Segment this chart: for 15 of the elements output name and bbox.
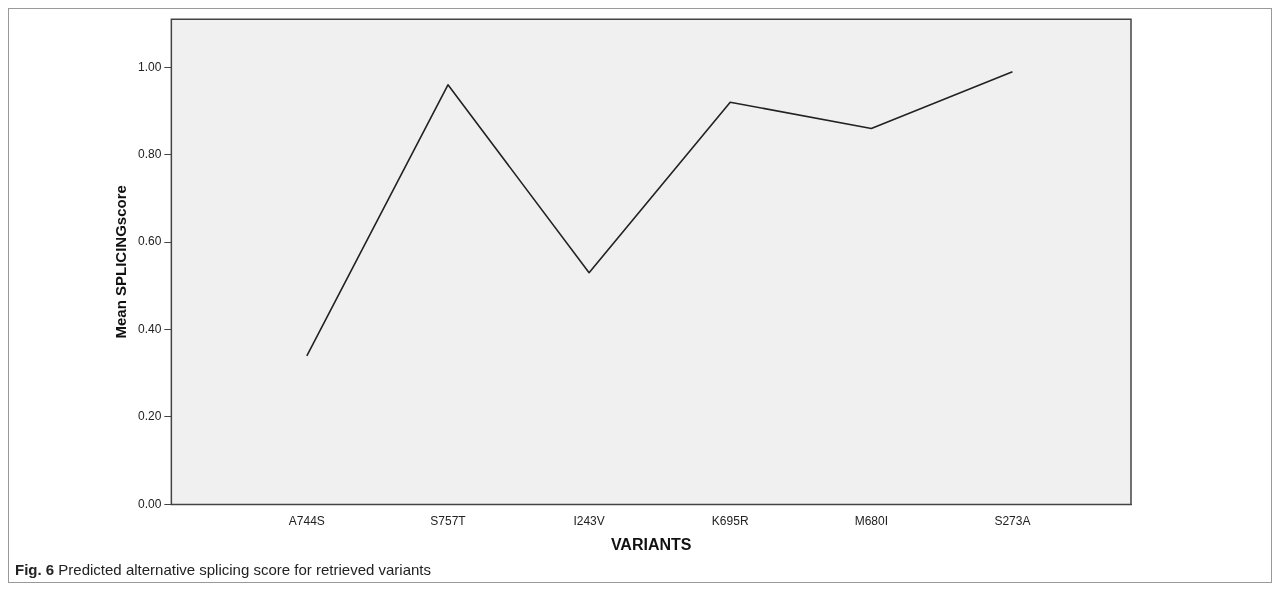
x-axis-title: VARIANTS bbox=[610, 535, 692, 553]
y-tick-label: 0.20 bbox=[138, 409, 162, 424]
y-tick-label: 0.80 bbox=[138, 147, 162, 162]
x-tick-label: S273A bbox=[994, 513, 1031, 528]
x-tick-label: M680I bbox=[854, 513, 889, 528]
y-axis-title: Mean SPLICINGscore bbox=[112, 185, 130, 339]
y-tick-label: 1.00 bbox=[138, 59, 162, 74]
x-tick-label: I243V bbox=[573, 513, 605, 528]
x-tick-label: K695R bbox=[711, 513, 749, 528]
y-tick-label: 0.60 bbox=[138, 234, 162, 249]
y-tick-label: 0.40 bbox=[138, 321, 162, 336]
caption: Fig. 6 Predicted alternative splicing score for retrieved variants bbox=[14, 560, 432, 580]
x-tick-label: A744S bbox=[288, 513, 325, 528]
y-tick-label: 0.00 bbox=[138, 496, 162, 511]
x-tick-label: S757T bbox=[430, 513, 467, 528]
